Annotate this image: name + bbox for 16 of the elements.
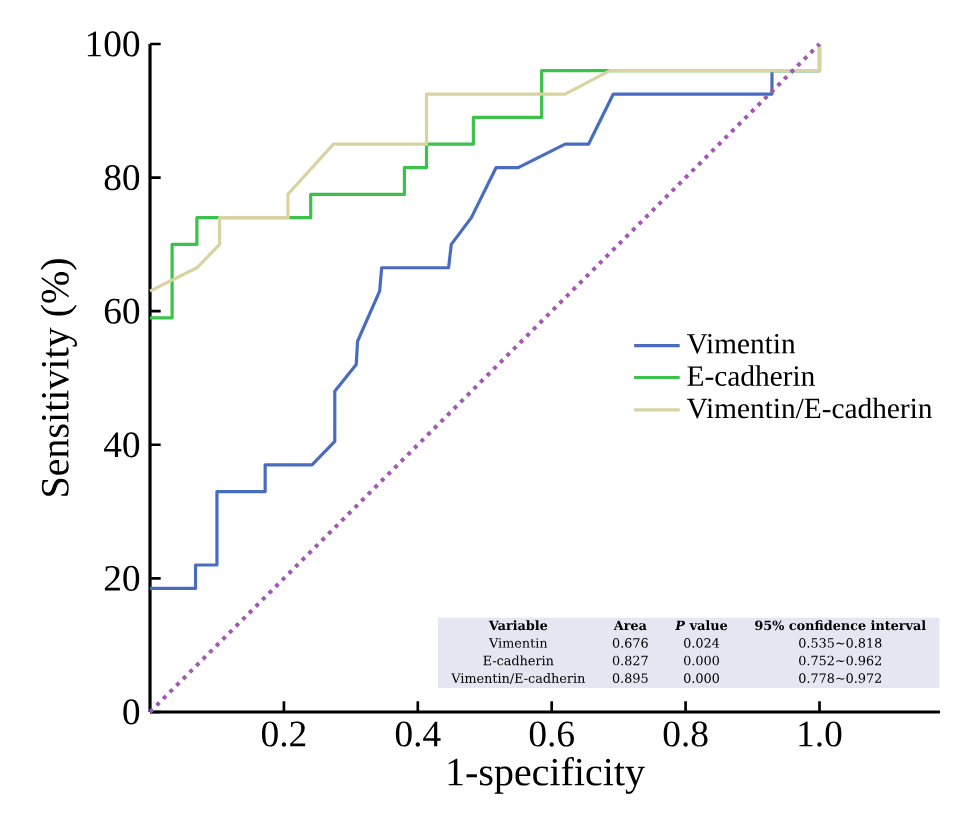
y-tick-label: 100 — [87, 31, 140, 57]
x-tick-label: 1.0 — [799, 721, 842, 747]
legend-label: E-cadherin — [687, 365, 815, 386]
legend-label: Vimentin/E-cadherin — [686, 397, 933, 419]
y-axis-title: Sensitivity (%) — [40, 259, 77, 496]
x-tick-label: 0.4 — [395, 721, 441, 747]
legend-label: Vimentin — [686, 333, 796, 354]
x-tick-label: 0.6 — [529, 721, 574, 747]
y-tick-label: 80 — [104, 164, 140, 191]
y-tick-label: 60 — [104, 298, 140, 324]
x-tick-label: 0.8 — [663, 721, 708, 747]
y-tick-label: 20 — [104, 565, 140, 591]
x-axis-title: 1-specificity — [448, 757, 645, 794]
y-tick-label: 40 — [103, 432, 140, 458]
x-tick-label: 0.2 — [262, 721, 306, 747]
y-tick-label: 0 — [123, 699, 140, 725]
